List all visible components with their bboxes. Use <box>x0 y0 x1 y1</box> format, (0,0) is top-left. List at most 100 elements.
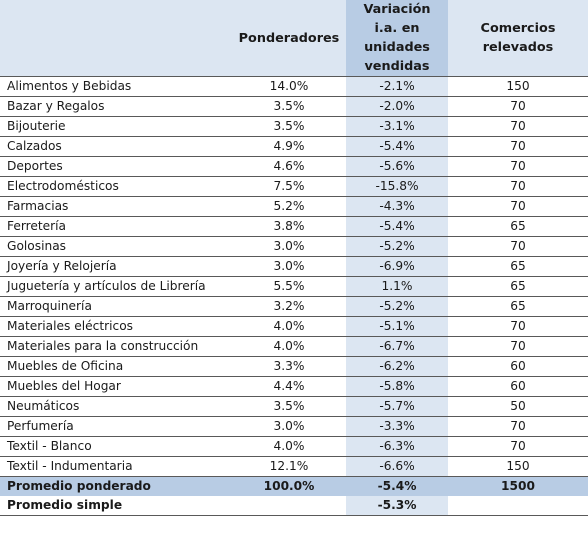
row-variation: -6.7% <box>346 336 448 357</box>
row-category: Joyería y Relojería <box>0 256 232 277</box>
table-row: Alimentos y Bebidas 14.0% -2.1% 150 <box>0 76 588 97</box>
row-weight: 4.0% <box>232 336 346 357</box>
simple-average-label: Promedio simple <box>0 496 232 516</box>
row-category: Calzados <box>0 136 232 157</box>
row-variation: -5.4% <box>346 136 448 157</box>
row-variation: -5.2% <box>346 296 448 317</box>
header-variation-line: Variación <box>363 2 431 17</box>
row-variation: -6.3% <box>346 436 448 457</box>
weighted-average-label: Promedio ponderado <box>0 476 232 496</box>
row-stores: 70 <box>448 156 588 177</box>
row-category: Ferretería <box>0 216 232 237</box>
row-weight: 14.0% <box>232 76 346 97</box>
row-category: Materiales eléctricos <box>0 316 232 337</box>
row-stores: 70 <box>448 336 588 357</box>
row-weight: 4.4% <box>232 376 346 397</box>
row-category: Juguetería y artículos de Librería <box>0 276 232 297</box>
row-weight: 4.6% <box>232 156 346 177</box>
row-variation: -5.1% <box>346 316 448 337</box>
row-stores: 65 <box>448 256 588 277</box>
row-weight: 4.0% <box>232 436 346 457</box>
row-weight: 3.2% <box>232 296 346 317</box>
table-row: Neumáticos 3.5% -5.7% 50 <box>0 396 588 417</box>
row-stores: 60 <box>448 356 588 377</box>
table-row: Textil - Indumentaria 12.1% -6.6% 150 <box>0 456 588 477</box>
row-category: Marroquinería <box>0 296 232 317</box>
row-stores: 70 <box>448 416 588 437</box>
table-row: Perfumería 3.0% -3.3% 70 <box>0 416 588 437</box>
header-category <box>0 0 232 77</box>
header-variation-line: i.a. en <box>374 21 420 36</box>
row-weight: 7.5% <box>232 176 346 197</box>
header-row: Ponderadores Variación i.a. en unidades … <box>0 0 588 77</box>
row-category: Farmacias <box>0 196 232 217</box>
table-row: Golosinas 3.0% -5.2% 70 <box>0 236 588 257</box>
row-weight: 3.8% <box>232 216 346 237</box>
table-row: Materiales eléctricos 4.0% -5.1% 70 <box>0 316 588 337</box>
simple-average-variation: -5.3% <box>346 496 448 516</box>
row-weight: 3.0% <box>232 416 346 437</box>
table-row: Ferretería 3.8% -5.4% 65 <box>0 216 588 237</box>
row-category: Neumáticos <box>0 396 232 417</box>
row-stores: 70 <box>448 196 588 217</box>
simple-average-row: Promedio simple -5.3% <box>0 496 588 516</box>
row-variation: -6.6% <box>346 456 448 477</box>
row-category: Bijouterie <box>0 116 232 137</box>
row-variation: -5.2% <box>346 236 448 257</box>
row-variation: -15.8% <box>346 176 448 197</box>
row-stores: 60 <box>448 376 588 397</box>
table-row: Farmacias 5.2% -4.3% 70 <box>0 196 588 217</box>
row-weight: 3.3% <box>232 356 346 377</box>
row-stores: 70 <box>448 236 588 257</box>
simple-average-weight <box>232 496 346 516</box>
row-variation: -6.2% <box>346 356 448 377</box>
row-stores: 70 <box>448 136 588 157</box>
table-row: Muebles de Oficina 3.3% -6.2% 60 <box>0 356 588 377</box>
row-stores: 70 <box>448 316 588 337</box>
header-stores-line: relevados <box>482 40 554 55</box>
row-category: Muebles de Oficina <box>0 356 232 377</box>
row-category: Muebles del Hogar <box>0 376 232 397</box>
weighted-average-variation: -5.4% <box>346 476 448 496</box>
row-weight: 12.1% <box>232 456 346 477</box>
row-weight: 5.5% <box>232 276 346 297</box>
table-row: Marroquinería 3.2% -5.2% 65 <box>0 296 588 317</box>
row-stores: 65 <box>448 296 588 317</box>
row-weight: 3.0% <box>232 256 346 277</box>
table-row: Joyería y Relojería 3.0% -6.9% 65 <box>0 256 588 277</box>
table-row: Muebles del Hogar 4.4% -5.8% 60 <box>0 376 588 397</box>
row-weight: 4.0% <box>232 316 346 337</box>
table-row: Deportes 4.6% -5.6% 70 <box>0 156 588 177</box>
table-row: Materiales para la construcción 4.0% -6.7%… <box>0 336 588 357</box>
simple-average-stores <box>448 496 588 516</box>
row-category: Electrodomésticos <box>0 176 232 197</box>
header-variation: Variación i.a. en unidades vendidas <box>346 0 448 77</box>
row-stores: 65 <box>448 276 588 297</box>
row-weight: 5.2% <box>232 196 346 217</box>
table-row: Bazar y Regalos 3.5% -2.0% 70 <box>0 96 588 117</box>
header-variation-line: unidades <box>364 40 430 55</box>
row-weight: 3.0% <box>232 236 346 257</box>
sales-variation-table: Ponderadores Variación i.a. en unidades … <box>0 0 588 516</box>
header-stores-line: Comercios <box>480 21 556 36</box>
header-weights: Ponderadores <box>232 0 346 77</box>
row-stores: 70 <box>448 96 588 117</box>
row-variation: 1.1% <box>346 276 448 297</box>
row-variation: -3.1% <box>346 116 448 137</box>
row-category: Deportes <box>0 156 232 177</box>
row-variation: -3.3% <box>346 416 448 437</box>
row-stores: 70 <box>448 116 588 137</box>
row-variation: -2.0% <box>346 96 448 117</box>
header-stores: Comercios relevados <box>448 0 588 77</box>
row-category: Alimentos y Bebidas <box>0 76 232 97</box>
row-weight: 4.9% <box>232 136 346 157</box>
table-row: Juguetería y artículos de Librería 5.5% 1.… <box>0 276 588 297</box>
row-stores: 150 <box>448 456 588 477</box>
row-weight: 3.5% <box>232 396 346 417</box>
row-weight: 3.5% <box>232 96 346 117</box>
table-row: Electrodomésticos 7.5% -15.8% 70 <box>0 176 588 197</box>
row-category: Textil - Blanco <box>0 436 232 457</box>
header-variation-line: vendidas <box>364 59 430 74</box>
table-row: Textil - Blanco 4.0% -6.3% 70 <box>0 436 588 457</box>
table-row: Calzados 4.9% -5.4% 70 <box>0 136 588 157</box>
